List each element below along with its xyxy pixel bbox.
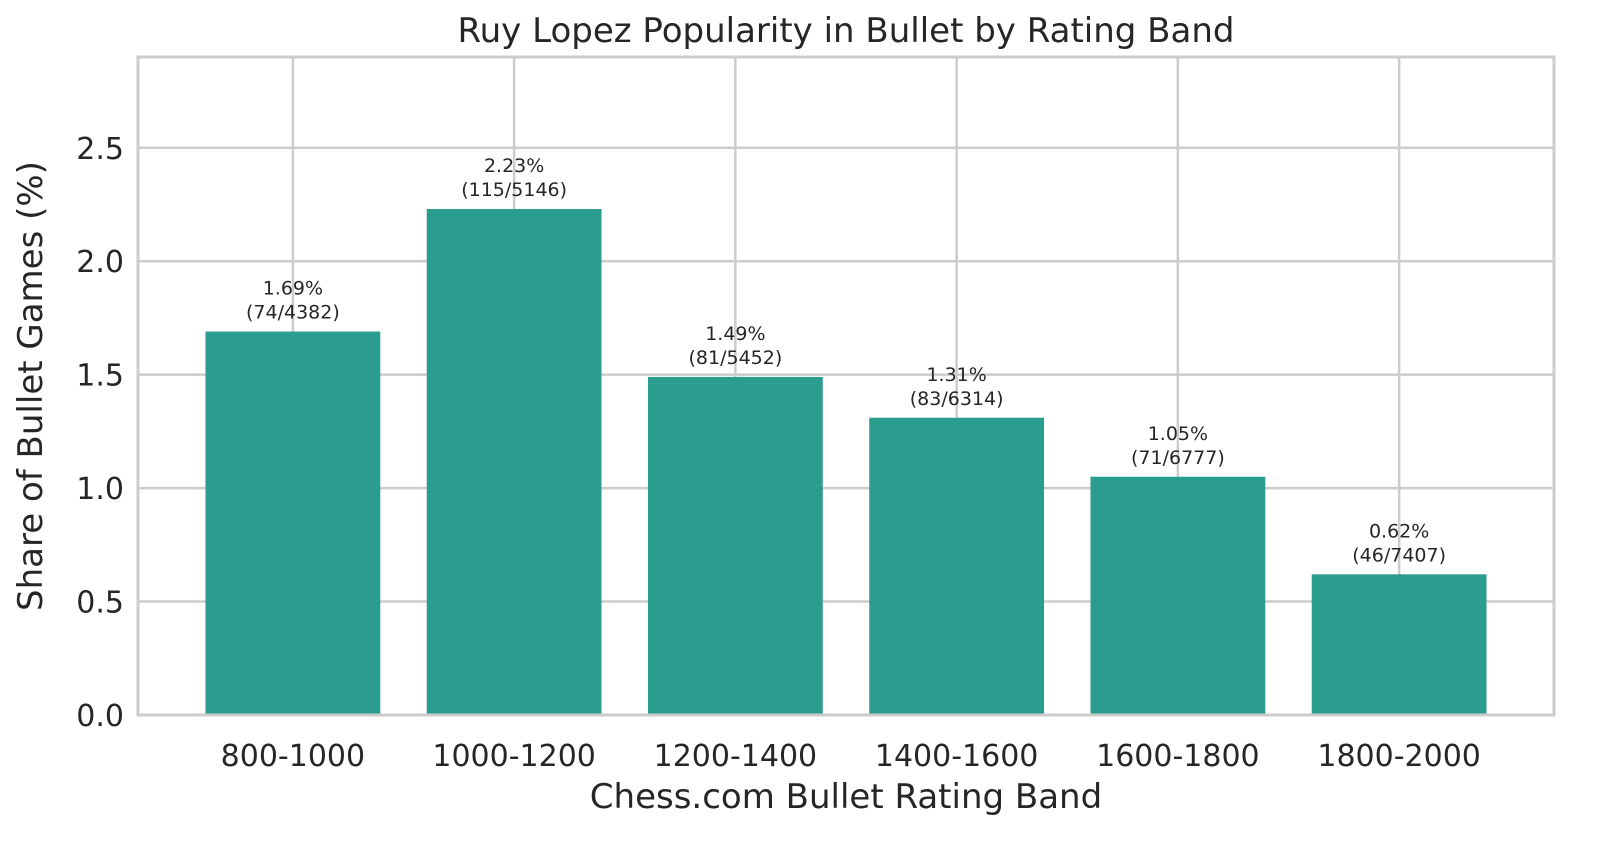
data-label-percent: 2.23% <box>484 155 544 177</box>
bars-layer <box>205 209 1487 715</box>
data-labels-layer: 1.69%(74/4382) 2.23%(115/5146) 1.49%(81/54… <box>246 155 1446 566</box>
y-tick-label: 0.0 <box>76 699 124 734</box>
bar <box>205 331 381 715</box>
bar <box>426 209 602 715</box>
x-tick-label: 800-1000 <box>221 739 365 774</box>
data-label-percent: 1.05% <box>1148 423 1208 445</box>
data-label-percent: 1.69% <box>263 278 323 300</box>
x-axis-label: Chess.com Bullet Rating Band <box>590 777 1102 817</box>
x-tick-label: 1800-2000 <box>1317 739 1481 774</box>
data-label-count: (83/6314) <box>910 388 1004 410</box>
y-axis-label: Share of Bullet Games (%) <box>11 161 51 611</box>
x-tick-label: 1000-1200 <box>432 739 596 774</box>
y-tick-label: 1.0 <box>76 472 124 507</box>
ticks-layer: 0.0 0.5 1.0 1.5 2.0 2.5 800-1000 1000-1200 1200-… <box>76 132 1481 774</box>
x-tick-label: 1200-1400 <box>654 739 818 774</box>
data-label-count: (115/5146) <box>461 179 567 201</box>
y-tick-label: 2.0 <box>76 245 124 280</box>
plot-frame <box>136 55 1556 717</box>
data-label-percent: 0.62% <box>1369 520 1429 542</box>
data-label-count: (74/4382) <box>246 302 340 324</box>
x-tick-label: 1600-1800 <box>1096 739 1260 774</box>
y-tick-label: 0.5 <box>76 586 124 621</box>
bar <box>869 417 1045 715</box>
data-label-count: (81/5452) <box>688 347 782 369</box>
x-tick-label: 1400-1600 <box>875 739 1039 774</box>
bar <box>1311 574 1487 715</box>
data-label-count: (71/6777) <box>1131 447 1225 469</box>
y-tick-label: 1.5 <box>76 359 124 394</box>
chart-title: Ruy Lopez Popularity in Bullet by Rating… <box>458 11 1235 51</box>
y-tick-label: 2.5 <box>76 132 124 167</box>
data-label-percent: 1.31% <box>926 364 986 386</box>
data-label-percent: 1.49% <box>705 323 765 345</box>
data-label-count: (46/7407) <box>1352 544 1446 566</box>
bar <box>1090 476 1266 715</box>
bar <box>647 376 823 715</box>
